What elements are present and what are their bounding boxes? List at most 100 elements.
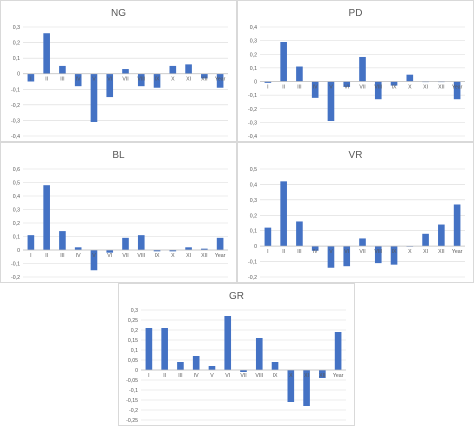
y-tick-label: 0,1 xyxy=(131,348,138,354)
x-tick-label: V xyxy=(210,373,214,379)
y-tick-label: -0,15 xyxy=(126,398,138,404)
x-tick-label: II xyxy=(45,253,48,259)
x-tick-label: V xyxy=(329,249,333,255)
bar-vi xyxy=(106,250,114,253)
x-tick-label: IV xyxy=(313,249,318,255)
y-tick-label: 0,5 xyxy=(250,167,257,173)
bar-vii xyxy=(122,237,129,250)
y-tick-label: 0,3 xyxy=(13,208,20,214)
x-tick-label: IV xyxy=(313,85,318,91)
chart-svg-vr: VR-0,2-0,100,10,20,30,40,5I II III IV V VI VII… xyxy=(248,150,465,281)
bar-xii xyxy=(438,224,445,247)
bar-viii xyxy=(137,73,145,87)
y-tick-label: 0 xyxy=(135,368,138,374)
bar-x xyxy=(169,250,177,252)
bar-year xyxy=(334,332,342,370)
x-tick-label: Year xyxy=(215,77,226,83)
x-tick-label: XII xyxy=(319,373,325,379)
y-tick-label: -0,2 xyxy=(248,107,257,113)
bar-viii xyxy=(137,235,145,250)
bar-ix xyxy=(153,250,161,252)
x-tick-label: III xyxy=(297,249,301,255)
bar-i xyxy=(145,328,153,370)
y-tick-label: 0,3 xyxy=(131,308,138,314)
chart-title: PD xyxy=(349,8,363,19)
chart-svg-bl: BL-0,2-0,100,10,20,30,40,50,6I II III IV V VI… xyxy=(11,150,228,281)
x-tick-label: VIII xyxy=(374,249,382,255)
bar-viii xyxy=(255,338,263,370)
x-tick-label: Year xyxy=(215,253,226,259)
bar-ii xyxy=(280,181,287,247)
y-tick-label: 0,2 xyxy=(131,328,138,334)
bar-iv xyxy=(74,247,82,250)
bar-iii xyxy=(296,66,303,82)
bar-v xyxy=(327,246,335,268)
bar-vi xyxy=(343,246,351,267)
bar-iv xyxy=(311,81,319,98)
x-tick-label: III xyxy=(178,373,182,379)
x-tick-label: IX xyxy=(392,249,397,255)
y-tick-label: -0,4 xyxy=(11,134,20,140)
bar-ii xyxy=(43,185,50,250)
y-tick-label: 0 xyxy=(17,248,20,254)
y-tick-label: -0,2 xyxy=(11,275,20,281)
y-tick-label: -0,1 xyxy=(11,262,20,268)
x-tick-label: X xyxy=(408,85,412,91)
x-tick-label: Year xyxy=(452,85,463,91)
bar-ix xyxy=(390,246,398,265)
bar-ix xyxy=(390,81,398,86)
y-tick-label: 0,6 xyxy=(13,167,20,173)
bar-viii xyxy=(374,246,382,264)
bar-vi xyxy=(343,81,351,87)
x-tick-label: IX xyxy=(273,373,278,379)
x-tick-label: VI xyxy=(225,373,230,379)
y-tick-label: -0,1 xyxy=(11,87,20,93)
x-tick-label: IV xyxy=(194,373,199,379)
x-tick-label: X xyxy=(289,373,293,379)
bar-x xyxy=(406,74,414,82)
chart-panel-pd: PD -0,4 -0,3 -0,2 -0,1 0 0,1 0,2 0,3 0,4 I II III IV V… xyxy=(237,0,474,142)
y-tick-label: 0,3 xyxy=(250,198,257,204)
chart-panel-gr: GR -0,25 -0,2 -0,15 -0,1 -0,05 0 0,05 0,1 0,15 0,2… xyxy=(118,283,355,426)
bar-year xyxy=(216,237,224,250)
y-tick-label: 0,5 xyxy=(13,181,20,187)
y-tick-label: -0,2 xyxy=(248,275,257,281)
x-tick-label: IX xyxy=(392,85,397,91)
x-tick-label: VIII xyxy=(137,77,145,83)
y-tick-label: -0,1 xyxy=(129,388,138,394)
y-tick-label: -0,3 xyxy=(248,120,257,126)
chart-panel-bl: BL -0,2 -0,1 0 0,1 0,2 0,3 0,4 0,5 0,6 I II III IV V VI… xyxy=(0,142,237,283)
bar-year xyxy=(453,81,461,100)
y-tick-label: 0,3 xyxy=(13,25,20,31)
y-tick-label: 0 xyxy=(254,80,257,86)
bar-xii xyxy=(201,248,208,250)
y-tick-label: 0,2 xyxy=(13,41,20,47)
bar-ix xyxy=(153,73,161,88)
x-tick-label: I xyxy=(148,373,149,379)
y-tick-label: -0,05 xyxy=(126,378,138,384)
y-tick-label: -0,2 xyxy=(129,408,138,414)
y-tick-label: 0,15 xyxy=(128,338,138,344)
x-tick-label: X xyxy=(171,253,175,259)
y-tick-label: 0 xyxy=(254,244,257,250)
bar-ii xyxy=(280,41,287,82)
chart-panel-vr: VR -0,2 -0,1 0 0,1 0,2 0,3 0,4 0,5 I II III IV V VI VII… xyxy=(237,142,474,283)
bar-ii xyxy=(43,33,50,74)
y-tick-label: -0,3 xyxy=(11,118,20,124)
bar-iii xyxy=(177,362,184,370)
x-tick-label: VII xyxy=(359,249,365,255)
bar-ix xyxy=(271,362,279,370)
bar-vii xyxy=(359,56,366,82)
chart-svg-gr: GR -0,25 -0,2 -0,15 -0,1 -0,05 0 0,05 0,1 0,15 0,2… xyxy=(126,291,346,424)
bar-xi xyxy=(303,370,310,406)
bar-vii xyxy=(240,370,247,372)
x-tick-label: I xyxy=(267,249,268,255)
x-tick-label: XI xyxy=(186,253,191,259)
bar-vi xyxy=(106,73,114,98)
x-tick-label: Year xyxy=(333,373,344,379)
x-tick-label: VI xyxy=(344,249,349,255)
x-tick-label: Year xyxy=(452,249,463,255)
x-tick-label: XI xyxy=(304,373,309,379)
y-tick-label: 0,25 xyxy=(128,318,138,324)
x-tick-label: II xyxy=(282,249,285,255)
